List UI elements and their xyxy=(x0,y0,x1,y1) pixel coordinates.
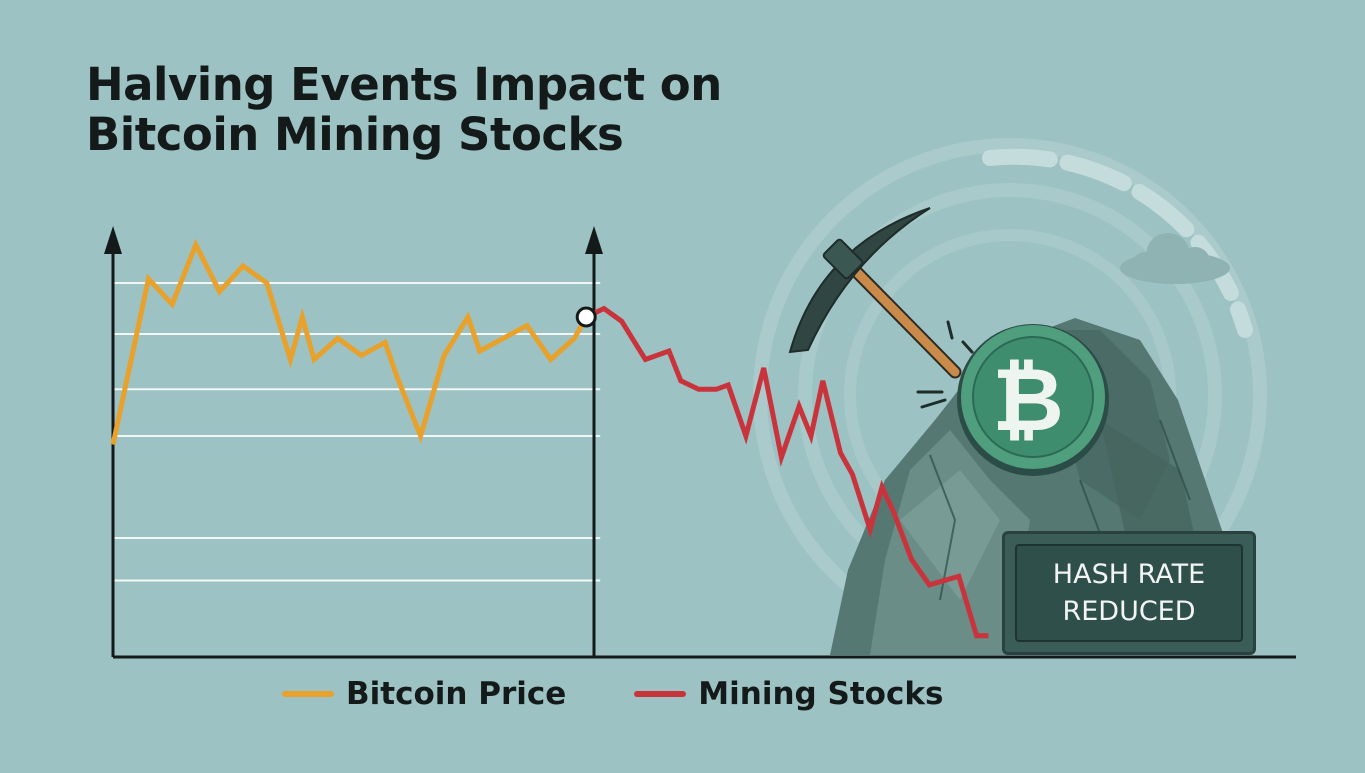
chart-title: Halving Events Impact on Bitcoin Mining … xyxy=(86,60,722,160)
chart-title-line-1: Halving Events Impact on xyxy=(86,58,722,111)
svg-text:₿: ₿ xyxy=(992,348,1064,451)
legend-swatch-bitcoin-price xyxy=(282,691,334,697)
hash-rate-line-2: REDUCED xyxy=(1062,596,1196,627)
bitcoin-coin-icon: ₿ xyxy=(957,324,1109,476)
halving-marker-arrow xyxy=(585,226,603,254)
legend-item-bitcoin-price: Bitcoin Price xyxy=(282,676,566,712)
pickaxe-icon xyxy=(788,207,974,409)
series-line-bitcoin-price xyxy=(110,238,589,446)
legend-item-mining-stocks: Mining Stocks xyxy=(634,676,943,712)
halving-event-point xyxy=(575,306,597,328)
legend-label-bitcoin-price: Bitcoin Price xyxy=(346,676,567,712)
chart-gridlines xyxy=(113,282,601,582)
legend-swatch-mining-stocks xyxy=(634,691,687,697)
cloud-icon xyxy=(1120,233,1230,284)
chart-legend: Bitcoin Price Mining Stocks xyxy=(282,676,1011,712)
series-line-mining-stocks xyxy=(585,305,989,639)
legend-label-mining-stocks: Mining Stocks xyxy=(698,676,944,712)
chart-title-line-2: Bitcoin Mining Stocks xyxy=(86,108,624,161)
hash-rate-annotation-panel: HASH RATE REDUCED xyxy=(1015,544,1243,642)
series-layer xyxy=(110,238,989,639)
y-axis-arrow xyxy=(104,226,122,254)
hash-rate-annotation: HASH RATE REDUCED xyxy=(1002,531,1256,655)
hash-rate-line-1: HASH RATE xyxy=(1052,559,1206,590)
